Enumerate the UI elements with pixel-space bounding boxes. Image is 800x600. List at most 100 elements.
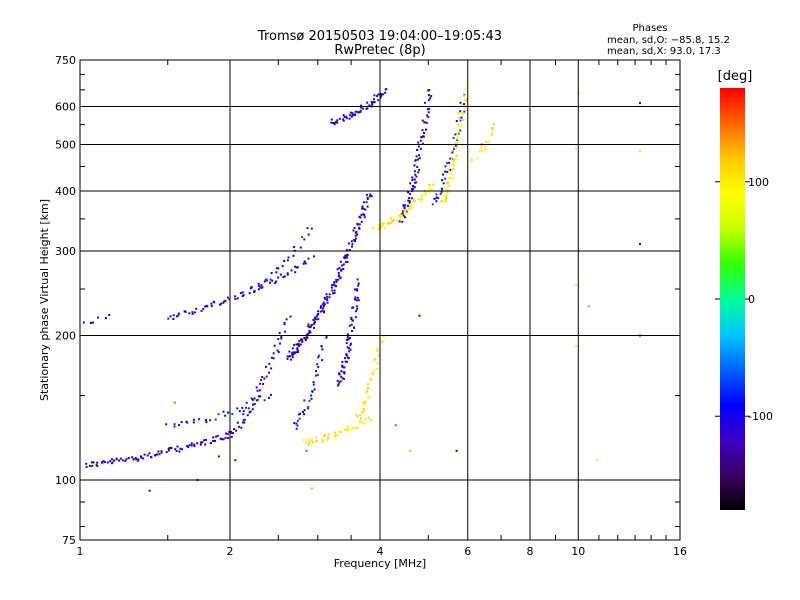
data-point — [362, 107, 364, 110]
data-point — [376, 362, 379, 365]
data-point — [82, 321, 85, 324]
data-point — [345, 429, 348, 432]
colorbar: 100 0 -100 — [715, 88, 773, 510]
data-point — [167, 448, 170, 451]
data-point — [337, 384, 340, 387]
data-point — [360, 220, 363, 223]
data-point — [388, 222, 391, 225]
data-point — [349, 336, 351, 339]
data-point — [466, 98, 469, 101]
data-point — [343, 429, 346, 432]
data-point — [377, 93, 380, 96]
data-point — [402, 214, 405, 217]
data-point — [491, 128, 494, 131]
data-point — [415, 155, 418, 158]
data-point — [308, 329, 311, 332]
data-point — [366, 196, 369, 199]
data-point — [257, 284, 260, 287]
data-point — [368, 416, 371, 419]
data-point — [398, 214, 401, 217]
data-point — [268, 362, 271, 365]
data-point — [354, 296, 357, 299]
data-point — [453, 147, 456, 150]
data-point — [447, 190, 449, 193]
data-point — [326, 298, 329, 301]
data-point — [252, 403, 254, 406]
data-point — [367, 396, 369, 399]
data-point — [344, 255, 347, 257]
data-point — [356, 307, 359, 310]
data-point — [220, 302, 223, 305]
data-point — [303, 337, 306, 339]
data-point — [343, 115, 346, 118]
data-point — [165, 423, 168, 426]
data-point — [296, 347, 299, 350]
data-point — [442, 190, 445, 193]
data-point — [412, 185, 414, 187]
data-point — [376, 349, 379, 352]
data-point — [337, 383, 340, 386]
data-point — [485, 140, 487, 143]
data-point — [390, 221, 393, 224]
data-point — [212, 300, 215, 303]
data-point — [348, 242, 350, 245]
data-point — [186, 421, 189, 424]
data-point — [380, 225, 383, 228]
data-point — [323, 303, 326, 306]
data-point — [269, 278, 272, 281]
data-point — [426, 114, 429, 117]
data-point — [354, 316, 357, 319]
data-point — [357, 284, 360, 287]
data-point — [201, 441, 204, 444]
data-point — [291, 354, 294, 357]
data-point — [455, 120, 458, 122]
data-point — [372, 359, 375, 362]
data-point — [310, 487, 313, 490]
data-point — [275, 271, 278, 274]
data-point — [421, 119, 424, 122]
data-point — [172, 314, 175, 317]
data-point — [286, 273, 289, 276]
data-point — [363, 401, 366, 403]
data-point — [342, 119, 345, 122]
data-point — [457, 132, 460, 135]
data-point — [356, 278, 359, 281]
data-point — [410, 187, 413, 190]
data-point — [462, 94, 465, 97]
data-point — [435, 196, 438, 199]
data-point — [302, 438, 305, 441]
data-point — [355, 299, 358, 302]
data-point — [419, 147, 422, 150]
data-point — [305, 336, 308, 339]
data-point — [217, 413, 220, 416]
data-point — [232, 432, 235, 435]
data-point — [452, 137, 455, 139]
data-point — [111, 458, 113, 461]
data-point — [492, 123, 495, 126]
data-point — [459, 110, 462, 113]
data-point — [227, 411, 230, 414]
data-point — [223, 300, 226, 303]
data-point — [335, 120, 337, 123]
data-point — [338, 430, 341, 433]
data-point — [303, 413, 305, 416]
data-point — [450, 172, 453, 175]
data-point — [292, 254, 295, 257]
data-point — [105, 317, 107, 319]
data-point — [337, 434, 339, 437]
data-point — [219, 437, 222, 440]
data-point — [322, 440, 324, 443]
data-point — [353, 326, 356, 329]
data-point — [296, 424, 299, 427]
data-point — [331, 289, 334, 292]
data-point — [314, 374, 317, 377]
data-point — [295, 351, 298, 354]
data-point — [408, 200, 411, 202]
data-point — [292, 352, 295, 355]
data-point — [266, 279, 269, 282]
data-point — [343, 377, 345, 380]
data-point — [169, 315, 172, 318]
data-point — [316, 363, 319, 366]
data-point — [349, 344, 352, 347]
data-point — [462, 111, 465, 114]
